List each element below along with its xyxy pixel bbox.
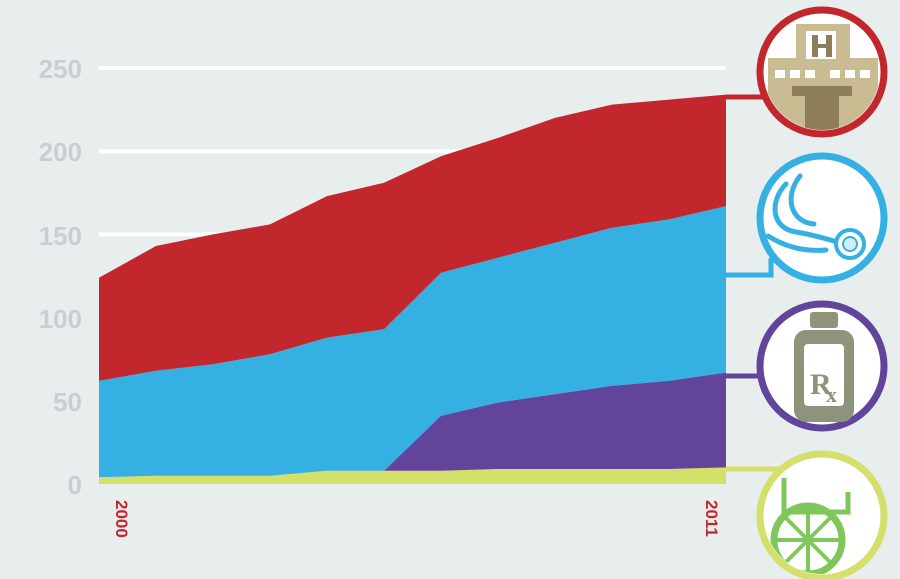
y-tick-label-100: 100 [39,304,82,334]
area-series-3 [99,206,726,478]
y-axis: 0 50 100 150 200 250 [39,54,82,500]
stethoscope-connector [726,258,774,278]
svg-text:R: R [810,368,832,401]
y-tick-label-50: 50 [53,387,82,417]
hospital-icon [756,6,888,138]
area-series-2 [99,372,726,478]
svg-text:x: x [826,382,837,407]
wheelchair-icon [756,450,888,579]
y-tick-label-250: 250 [39,54,82,84]
x-axis: 2000 2011 [112,500,721,538]
y-tick-label-200: 200 [39,137,82,167]
stacked-areas [99,94,726,484]
area-series-1 [99,467,726,484]
x-label-2000: 2000 [112,500,131,538]
y-tick-label-150: 150 [39,221,82,251]
stethoscope-icon [756,152,888,284]
x-label-2011: 2011 [702,500,721,537]
area-series-4 [99,94,726,381]
icon-connectors [726,94,780,472]
y-tick-label-0: 0 [68,470,82,500]
prescription-bottle-icon: R x [756,300,888,432]
